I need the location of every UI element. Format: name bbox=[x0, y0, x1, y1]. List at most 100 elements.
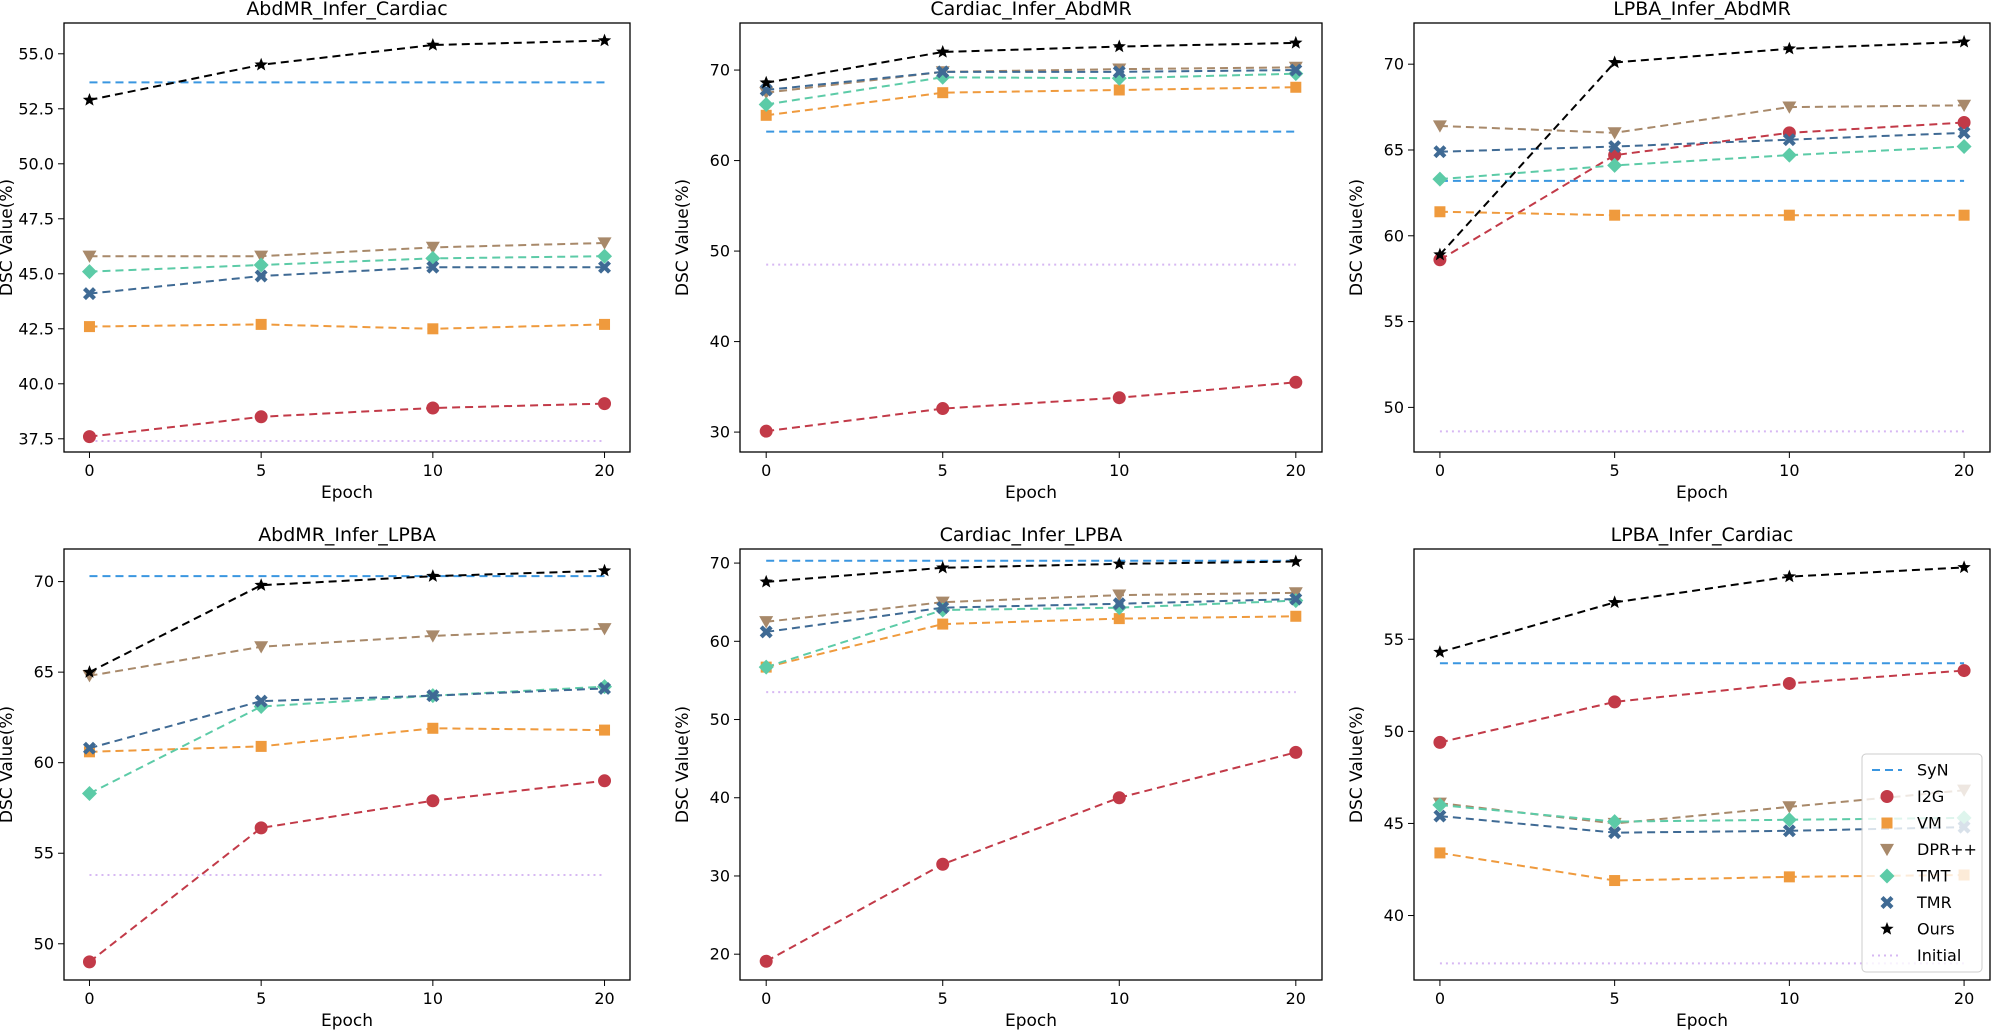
data-point bbox=[1607, 157, 1623, 173]
plot-frame bbox=[63, 22, 631, 453]
y-tick-label: 40 bbox=[710, 788, 730, 807]
data-point bbox=[426, 38, 440, 51]
data-point bbox=[936, 560, 950, 574]
series-line bbox=[765, 615, 1296, 669]
x-tick-label: 20 bbox=[594, 989, 614, 1008]
series-line bbox=[766, 41, 1296, 84]
series-i2g bbox=[82, 774, 612, 969]
y-axis-label: DSC Value(%) bbox=[673, 179, 693, 296]
panel-abdmr-infer-lpba: AbdMR_Infer_LPBA 50 55 60 65 70 0 5 10 20 Epoch DSC… bbox=[0, 524, 631, 1031]
series-i2g bbox=[82, 397, 612, 444]
y-tick-label: 30 bbox=[710, 423, 730, 442]
data-point bbox=[1609, 209, 1621, 221]
legend-label: SyN bbox=[1917, 761, 1949, 780]
data-point bbox=[1782, 41, 1797, 55]
y-tick-label: 60 bbox=[710, 151, 730, 170]
y-tick-label: 70 bbox=[1384, 55, 1404, 74]
data-point bbox=[1432, 171, 1448, 187]
data-point bbox=[254, 641, 269, 654]
legend-marker bbox=[1879, 868, 1895, 884]
series-line bbox=[1439, 145, 1965, 181]
legend-box bbox=[1861, 753, 1983, 973]
x-tick-label: 20 bbox=[1286, 461, 1306, 480]
data-point bbox=[1957, 560, 1971, 574]
data-point bbox=[425, 241, 440, 255]
data-point bbox=[1957, 664, 1971, 678]
legend-label: TMT bbox=[1916, 867, 1951, 886]
panel-title: AbdMR_Infer_Cardiac bbox=[246, 0, 447, 20]
data-point bbox=[254, 250, 269, 263]
series-tmr bbox=[1433, 126, 1971, 159]
data-point bbox=[1112, 391, 1126, 405]
series-tmt bbox=[81, 248, 613, 280]
data-point bbox=[83, 746, 95, 758]
series-line bbox=[765, 599, 1296, 669]
x-tick-label: 10 bbox=[1779, 989, 1799, 1008]
data-point bbox=[254, 578, 268, 591]
x-tick-label: 10 bbox=[1109, 461, 1129, 480]
series-vm bbox=[83, 318, 611, 335]
data-point bbox=[598, 397, 612, 411]
data-point bbox=[1433, 645, 1447, 658]
series-line bbox=[1439, 669, 1965, 744]
data-point bbox=[1781, 812, 1797, 828]
series-i2g bbox=[759, 375, 1303, 438]
legend-entry-syn: SyN bbox=[1872, 761, 1949, 780]
data-point bbox=[254, 410, 268, 424]
y-tick-label: 55 bbox=[1384, 630, 1404, 649]
data-point bbox=[82, 250, 97, 263]
x-tick-label: 10 bbox=[1779, 461, 1799, 480]
data-point bbox=[759, 424, 773, 438]
legend-marker bbox=[1880, 922, 1894, 935]
data-point bbox=[1781, 147, 1797, 163]
series-vm bbox=[1434, 206, 1970, 221]
x-axis-label: Epoch bbox=[1005, 483, 1057, 503]
data-point bbox=[82, 93, 97, 106]
data-point bbox=[759, 574, 773, 588]
series-dprplusplus bbox=[82, 623, 612, 683]
data-point bbox=[426, 689, 440, 703]
legend-entry-ours: Ours bbox=[1880, 920, 1955, 939]
x-tick-label: 0 bbox=[84, 989, 94, 1008]
data-point bbox=[254, 821, 268, 835]
series-dprplusplus bbox=[759, 61, 1303, 100]
y-tick-label: 40 bbox=[710, 332, 730, 351]
data-point bbox=[758, 659, 774, 675]
series-i2g bbox=[1433, 116, 1971, 267]
series-line bbox=[766, 69, 1296, 91]
legend-entry-i2g: I2G bbox=[1880, 787, 1944, 806]
plot-frame bbox=[739, 548, 1323, 981]
y-axis-label: DSC Value(%) bbox=[1347, 706, 1367, 823]
legend: SyN I2G VM DPR++ TMT TMR Ours Initial bbox=[1861, 753, 1983, 973]
series-ours bbox=[1433, 560, 1971, 658]
data-point bbox=[1289, 745, 1303, 759]
y-tick-label: 40 bbox=[1384, 906, 1404, 925]
series-i2g bbox=[759, 745, 1303, 968]
data-point bbox=[1433, 247, 1447, 261]
data-point bbox=[598, 774, 612, 788]
data-point bbox=[1608, 695, 1622, 709]
data-point bbox=[1782, 676, 1796, 690]
plot-frame bbox=[1413, 548, 1991, 981]
data-point bbox=[597, 33, 612, 47]
data-point bbox=[759, 625, 773, 639]
x-tick-label: 0 bbox=[761, 989, 771, 1008]
data-point bbox=[1290, 610, 1302, 622]
data-point bbox=[425, 630, 440, 643]
y-tick-label: 20 bbox=[710, 945, 730, 964]
series-line bbox=[766, 72, 1296, 106]
data-point bbox=[1782, 101, 1797, 114]
data-point bbox=[1434, 206, 1446, 218]
data-point bbox=[1289, 554, 1303, 568]
data-point bbox=[1290, 81, 1302, 93]
data-point bbox=[427, 323, 439, 335]
series-line bbox=[89, 627, 605, 677]
data-point bbox=[597, 237, 612, 250]
series-tmr bbox=[759, 592, 1303, 639]
x-tick-label: 5 bbox=[256, 989, 266, 1008]
series-line bbox=[766, 560, 1296, 583]
series-line bbox=[89, 685, 605, 795]
data-point bbox=[427, 722, 439, 734]
data-point bbox=[1289, 592, 1303, 606]
